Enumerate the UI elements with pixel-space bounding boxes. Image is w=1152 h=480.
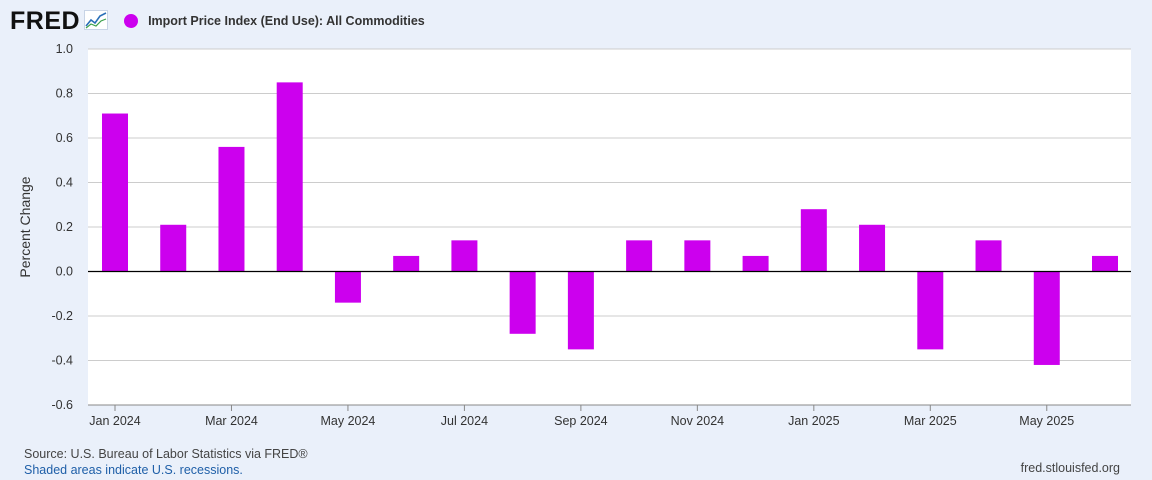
- legend[interactable]: Import Price Index (End Use): All Commod…: [124, 14, 425, 28]
- x-tick-label: Jan 2025: [788, 414, 839, 428]
- legend-label: Import Price Index (End Use): All Commod…: [148, 14, 425, 28]
- y-tick-label: -0.2: [51, 309, 73, 323]
- fred-logo[interactable]: FRED: [10, 6, 81, 35]
- x-tick-label: Nov 2024: [671, 414, 725, 428]
- source-note: Source: U.S. Bureau of Labor Statistics …: [24, 447, 308, 461]
- x-axis-ticks: Jan 2024 Mar 2024 May 2024 Jul 2024 Sep 2024…: [89, 405, 1074, 428]
- bar[interactable]: [102, 113, 128, 272]
- x-tick-label: Sep 2024: [554, 414, 608, 428]
- bar[interactable]: [917, 271, 944, 350]
- bar[interactable]: [859, 224, 886, 272]
- footer-notes: Source: U.S. Bureau of Labor Statistics …: [24, 446, 308, 478]
- bar[interactable]: [218, 146, 245, 272]
- bar[interactable]: [567, 271, 594, 350]
- bar[interactable]: [975, 240, 1002, 272]
- y-tick-label: -0.6: [51, 398, 73, 412]
- bar[interactable]: [684, 240, 711, 272]
- line-chart-icon: [84, 9, 109, 35]
- y-tick-label: 0.0: [56, 265, 73, 279]
- x-tick-label: May 2025: [1019, 414, 1074, 428]
- y-axis-ticks: 1.0 0.8 0.6 0.4 0.2 0.0 -0.2 -0.4 -0.6: [51, 42, 73, 412]
- bars: [102, 82, 1118, 365]
- bar[interactable]: [626, 240, 653, 272]
- x-tick-label: Mar 2025: [904, 414, 957, 428]
- footer-url[interactable]: fred.stlouisfed.org: [1020, 461, 1120, 475]
- y-tick-label: -0.4: [51, 354, 73, 368]
- bar[interactable]: [160, 224, 187, 272]
- x-tick-label: Jan 2024: [89, 414, 140, 428]
- y-tick-label: 0.2: [56, 220, 73, 234]
- bar[interactable]: [276, 82, 303, 272]
- y-tick-label: 0.4: [56, 176, 73, 190]
- y-axis-label: Percent Change: [17, 176, 33, 277]
- bar[interactable]: [1092, 255, 1118, 272]
- y-tick-label: 0.6: [56, 131, 73, 145]
- bar[interactable]: [800, 209, 827, 272]
- recession-note[interactable]: Shaded areas indicate U.S. recessions.: [24, 463, 243, 477]
- bar[interactable]: [509, 271, 536, 334]
- legend-marker: [124, 14, 139, 28]
- bar[interactable]: [393, 255, 420, 272]
- x-tick-label: Jul 2024: [441, 414, 488, 428]
- y-tick-label: 1.0: [56, 42, 73, 56]
- bar[interactable]: [334, 271, 361, 303]
- bar[interactable]: [1033, 271, 1060, 365]
- x-tick-label: Mar 2024: [205, 414, 258, 428]
- y-tick-label: 0.8: [56, 87, 73, 101]
- x-tick-label: May 2024: [320, 414, 375, 428]
- header: FRED Import Price Index (End Use): All C…: [10, 6, 425, 36]
- bar[interactable]: [742, 255, 769, 272]
- bar[interactable]: [451, 240, 478, 272]
